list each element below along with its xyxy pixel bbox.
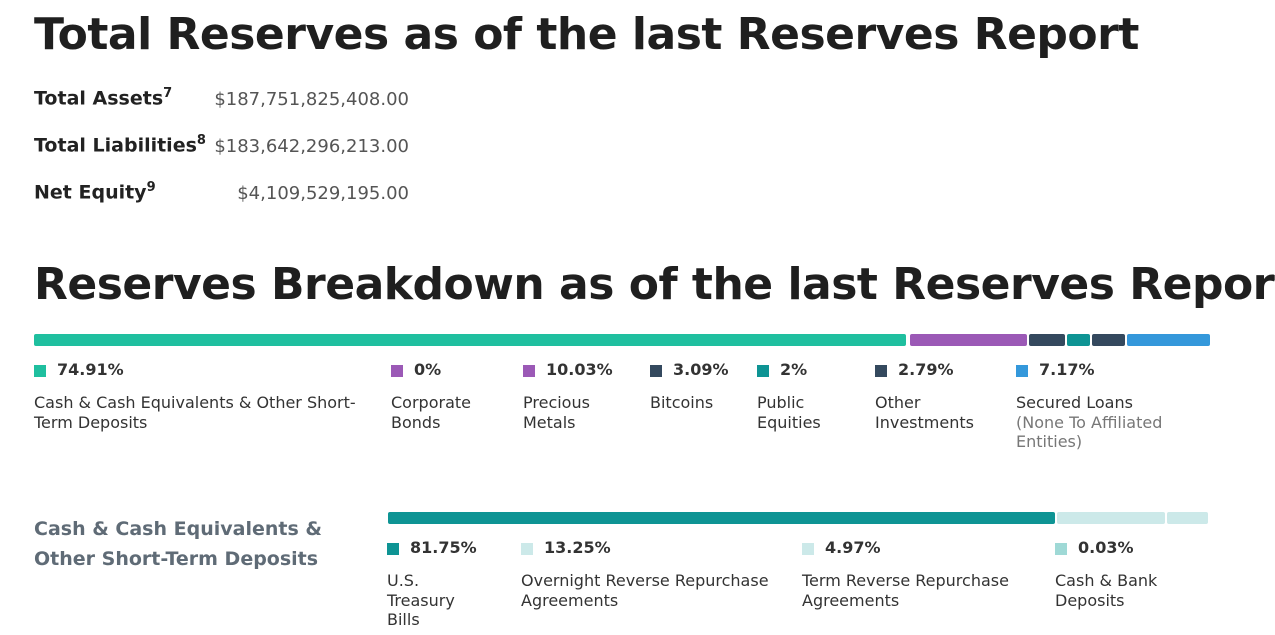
- legend-label-note: (None To Affiliated Entities): [1016, 412, 1163, 452]
- legend-swatch: [757, 365, 769, 377]
- legend-swatch: [387, 543, 399, 555]
- legend-swatch: [650, 365, 662, 377]
- legend-swatch: [391, 365, 403, 377]
- legend-label: U.S. Treasury Bills: [387, 571, 455, 629]
- legend-swatch: [34, 365, 46, 377]
- legend-swatch: [1055, 543, 1067, 555]
- legend-percent: 2%: [780, 360, 808, 379]
- footnote-8[interactable]: 8: [196, 133, 206, 148]
- legend-label: Cash & Cash Equivalents & Other Short-Te…: [34, 393, 356, 432]
- totals-title: Total Reserves as of the last Reserves R…: [34, 9, 1139, 60]
- bar-segment-precious-metals[interactable]: [910, 334, 1027, 346]
- legend-percent: 7.17%: [1039, 360, 1095, 379]
- legend-swatch: [523, 365, 535, 377]
- legend-label: Corporate Bonds: [391, 393, 471, 432]
- bar-segment-secured-loans[interactable]: [1127, 334, 1210, 346]
- legend-label-main: Secured Loans: [1016, 393, 1133, 412]
- total-liabilities-label: Total Liabilities8: [34, 133, 206, 157]
- cash-section-title: Cash & Cash Equivalents & Other Short-Te…: [34, 518, 322, 570]
- bar-segment-public-equities[interactable]: [1067, 334, 1090, 346]
- footnote-7[interactable]: 7: [163, 86, 173, 101]
- legend-swatch: [1016, 365, 1028, 377]
- net-equity-label: Net Equity9: [34, 180, 156, 204]
- total-liabilities-value: $183,642,296,213.00: [214, 136, 409, 157]
- legend-percent: 0%: [414, 360, 442, 379]
- legend-percent: 74.91%: [57, 360, 124, 379]
- total-assets-label: Total Assets7: [34, 86, 173, 110]
- legend-label: Bitcoins: [650, 393, 714, 412]
- legend-percent: 3.09%: [673, 360, 729, 379]
- legend-percent: 0.03%: [1078, 538, 1134, 557]
- legend-label: Other Investments: [875, 393, 974, 432]
- legend-label: Overnight Reverse Repurchase Agreements: [521, 571, 769, 610]
- legend-swatch: [521, 543, 533, 555]
- total-assets-value: $187,751,825,408.00: [214, 89, 409, 110]
- bar-segment-other-investments[interactable]: [1092, 334, 1125, 346]
- cash-bar-segment-term-repo[interactable]: [1167, 512, 1208, 524]
- bar-segment-cash[interactable]: [34, 334, 906, 346]
- legend-percent: 10.03%: [546, 360, 613, 379]
- legend-label: Secured Loans (None To Affiliated Entiti…: [1016, 393, 1176, 452]
- breakdown-title: Reserves Breakdown as of the last Reserv…: [34, 259, 1275, 310]
- legend-label: Precious Metals: [523, 393, 590, 432]
- legend-percent: 4.97%: [825, 538, 881, 557]
- legend-swatch: [802, 543, 814, 555]
- legend-percent: 2.79%: [898, 360, 954, 379]
- bar-segment-bitcoins[interactable]: [1029, 334, 1065, 346]
- legend-label: Cash & Bank Deposits: [1055, 571, 1158, 610]
- net-equity-value: $4,109,529,195.00: [237, 183, 409, 204]
- legend-label: Public Equities: [757, 393, 821, 432]
- cash-bar-segment-overnight-repo[interactable]: [1057, 512, 1165, 524]
- legend-percent: 81.75%: [410, 538, 477, 557]
- legend-percent: 13.25%: [544, 538, 611, 557]
- legend-label: Term Reverse Repurchase Agreements: [802, 571, 1009, 610]
- footnote-9[interactable]: 9: [146, 180, 156, 195]
- cash-bar-segment-treasury-bills[interactable]: [388, 512, 1055, 524]
- legend-swatch: [875, 365, 887, 377]
